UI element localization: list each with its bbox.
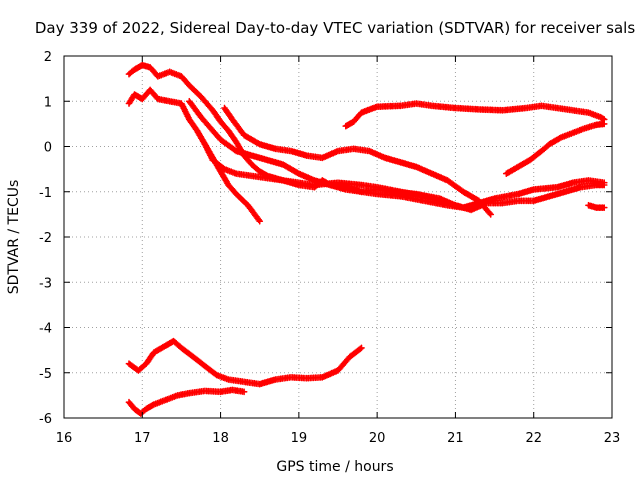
x-tick-label: 20	[369, 431, 386, 446]
data-series-arc-5	[201, 140, 608, 214]
x-axis-label: GPS time / hours	[276, 459, 393, 475]
y-tick-label: 2	[44, 50, 52, 65]
x-tick-label: 21	[447, 431, 464, 446]
y-tick-label: -3	[39, 276, 52, 291]
y-tick-label: -6	[39, 412, 52, 427]
series-markers	[125, 337, 365, 388]
data-series-arc-10	[125, 386, 248, 417]
tick-layer	[63, 55, 613, 419]
series-markers	[342, 100, 608, 130]
x-tick-label: 22	[525, 431, 542, 446]
series-markers	[201, 140, 608, 214]
data-series-arc-9	[125, 337, 365, 388]
data-series-arc-4	[221, 104, 495, 218]
y-tick-label: -1	[39, 186, 52, 201]
y-tick-label: -4	[39, 322, 52, 337]
series-markers	[125, 386, 248, 417]
x-tick-label: 17	[134, 431, 151, 446]
series-layer	[125, 61, 608, 417]
series-markers	[221, 104, 495, 218]
chart-title: Day 339 of 2022, Sidereal Day-to-day VTE…	[35, 19, 635, 37]
x-tick-label: 23	[604, 431, 621, 446]
x-tick-label: 16	[56, 431, 73, 446]
data-series-arc-8	[585, 201, 608, 211]
y-tick-label: 0	[44, 141, 52, 156]
y-tick-label: -5	[39, 367, 52, 382]
x-tick-label: 18	[212, 431, 229, 446]
series-markers	[502, 120, 608, 177]
x-tick-label: 19	[291, 431, 308, 446]
y-axis-label: SDTVAR / TECUs	[6, 180, 22, 295]
data-series-arc-7	[502, 120, 608, 177]
y-tick-label: -2	[39, 231, 52, 246]
grid-layer	[64, 56, 612, 418]
y-tick-label: 1	[44, 95, 52, 110]
series-markers	[585, 201, 608, 211]
data-series-arc-6	[342, 100, 608, 130]
